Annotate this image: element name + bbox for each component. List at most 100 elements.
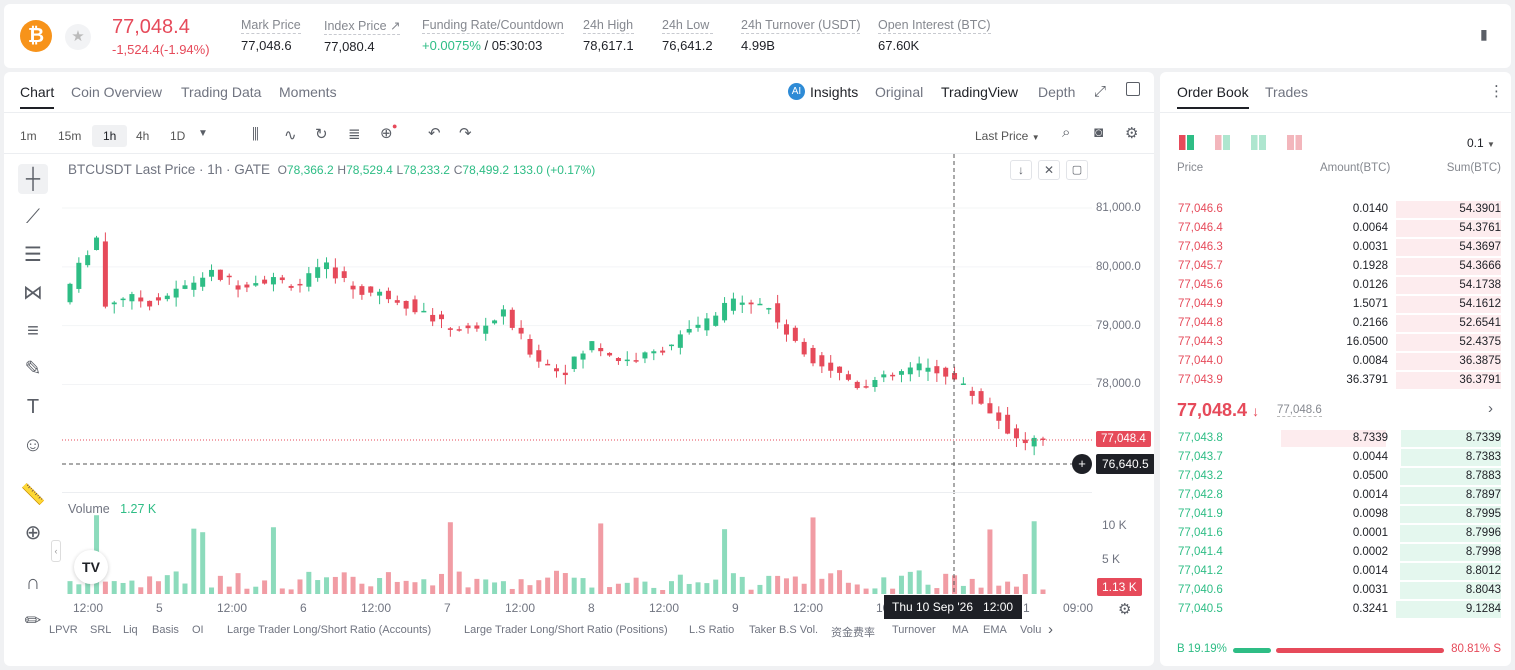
tab-order-book[interactable]: Order Book	[1177, 84, 1249, 109]
window-icon[interactable]	[1126, 82, 1140, 96]
amount-cell: 0.0084	[1352, 355, 1388, 367]
trendline-icon[interactable]: ⟋	[26, 206, 40, 228]
bid-row[interactable]: 77,040.6 0.0031 8.8043	[1160, 581, 1511, 600]
insights-button[interactable]: Insights	[810, 84, 859, 100]
tab-trades[interactable]: Trades	[1265, 84, 1309, 100]
indicator-11[interactable]: MA	[952, 624, 969, 636]
sum-cell: 54.3697	[1459, 241, 1501, 253]
pencil-lock-icon[interactable]: ✏	[24, 610, 42, 632]
amount-cell: 0.3241	[1352, 603, 1388, 615]
indicator-chart-icon[interactable]: ∿	[284, 127, 297, 144]
ask-row[interactable]: 77,044.9 1.5071 54.1612	[1160, 295, 1511, 314]
bid-row[interactable]: 77,041.9 0.0098 8.7995	[1160, 505, 1511, 524]
indicator-1[interactable]: SRL	[90, 624, 112, 636]
ask-row[interactable]: 77,044.8 0.2166 52.6541	[1160, 314, 1511, 333]
gear-icon[interactable]: ⚙	[1125, 125, 1139, 142]
bid-row[interactable]: 77,043.8 8.7339 8.7339	[1160, 429, 1511, 448]
crosshair-icon[interactable]: ┼	[18, 164, 48, 194]
bid-row[interactable]: 77,043.2 0.0500 8.7883	[1160, 467, 1511, 486]
chevron-down-icon[interactable]: ▼	[198, 128, 208, 139]
interval-1m[interactable]: 1m	[20, 129, 37, 143]
ask-row[interactable]: 77,045.6 0.0126 54.1738	[1160, 276, 1511, 295]
undo-icon[interactable]: ↶	[428, 125, 441, 142]
bid-row[interactable]: 77,043.7 0.0044 8.7383	[1160, 448, 1511, 467]
fib-icon[interactable]: ≡	[27, 320, 39, 342]
indicator-4[interactable]: OI	[192, 624, 204, 636]
chevron-right-icon[interactable]: ›	[1488, 400, 1493, 417]
candlestick-chart[interactable]	[4, 72, 1154, 666]
ask-row[interactable]: 77,046.4 0.0064 54.3761	[1160, 219, 1511, 238]
pattern-icon[interactable]: ⋈	[23, 282, 43, 304]
indicator-0[interactable]: LPVR	[49, 624, 78, 636]
indicator-5[interactable]: Large Trader Long/Short Ratio (Accounts)	[227, 624, 432, 636]
indicator-6[interactable]: Large Trader Long/Short Ratio (Positions…	[464, 624, 668, 636]
more-icon[interactable]: ⋮	[1489, 83, 1504, 100]
indicator-12[interactable]: EMA	[983, 624, 1007, 636]
add-indicator-icon[interactable]: ⊕ ●	[380, 121, 398, 142]
interval-1d[interactable]: 1D	[170, 129, 186, 143]
depth-view-button[interactable]: Depth	[1038, 84, 1076, 100]
add-order-plus-icon[interactable]: +	[1072, 454, 1092, 474]
ask-row[interactable]: 77,046.3 0.0031 54.3697	[1160, 238, 1511, 257]
shrink-icon[interactable]: ✕	[1038, 160, 1060, 180]
tab-trading-data[interactable]: Trading Data	[181, 84, 262, 100]
indicator-3[interactable]: Basis	[152, 624, 179, 636]
indicator-8[interactable]: Taker B.S Vol.	[749, 624, 819, 636]
ask-row[interactable]: 77,044.3 16.0500 52.4375	[1160, 333, 1511, 352]
text-icon[interactable]: T	[26, 396, 40, 418]
ask-row[interactable]: 77,043.9 36.3791 36.3791	[1160, 371, 1511, 390]
ask-row[interactable]: 77,045.7 0.1928 54.3666	[1160, 257, 1511, 276]
volume-legend: Volume 1.27 K	[68, 502, 157, 516]
arrow-down-icon[interactable]: ↓	[1010, 160, 1032, 180]
bid-row[interactable]: 77,041.6 0.0001 8.7996	[1160, 524, 1511, 543]
ruler-icon[interactable]: 📏	[20, 484, 46, 506]
search-icon[interactable]: ⌕	[1062, 124, 1071, 141]
template-icon[interactable]: ≣	[348, 126, 361, 143]
fullscreen-icon[interactable]: ▢	[1066, 160, 1088, 180]
bid-row[interactable]: 77,040.5 0.3241 9.1284	[1160, 600, 1511, 619]
candle	[783, 324, 789, 335]
chevron-right-icon[interactable]: ›	[1048, 621, 1053, 638]
collapse-toolbar-button[interactable]: ‹	[51, 540, 61, 562]
magnet-icon[interactable]: ∩	[25, 572, 41, 594]
layout-both-icon[interactable]	[1179, 135, 1194, 150]
interval-1h[interactable]: 1h	[92, 125, 128, 147]
volume-bar	[943, 573, 949, 594]
precision-select[interactable]: 0.1 ▼	[1467, 136, 1495, 150]
favorite-star-icon[interactable]: ★	[65, 24, 91, 50]
indicator-7[interactable]: L.S Ratio	[689, 624, 735, 636]
candlestick-icon[interactable]: ⫼	[252, 126, 259, 143]
price-type-select[interactable]: Last Price ▼	[975, 129, 1040, 143]
stat-index-price[interactable]: Index Price ↗ 77,080.4	[324, 19, 401, 54]
bid-row[interactable]: 77,041.4 0.0002 8.7998	[1160, 543, 1511, 562]
camera-icon[interactable]: ◙	[1094, 124, 1104, 141]
tab-chart[interactable]: Chart	[20, 84, 55, 109]
layout-bids-icon[interactable]	[1251, 135, 1266, 150]
bid-row[interactable]: 77,041.2 0.0014 8.8012	[1160, 562, 1511, 581]
bid-row[interactable]: 77,042.8 0.0014 8.7897	[1160, 486, 1511, 505]
horizontal-lines-icon[interactable]: ☰	[24, 244, 42, 266]
book-icon[interactable]: ▮	[1480, 26, 1488, 42]
settings-icon[interactable]: ⚙	[1118, 601, 1132, 618]
expand-icon[interactable]: ⤢	[1094, 83, 1107, 100]
tab-coin-overview[interactable]: Coin Overview	[71, 84, 163, 100]
tab-moments[interactable]: Moments	[279, 84, 337, 100]
redo-icon[interactable]: ↷	[459, 125, 472, 142]
indicator-2[interactable]: Liq	[123, 624, 138, 636]
layout-alt-icon[interactable]	[1215, 135, 1230, 150]
indicator-13[interactable]: Volu	[1020, 624, 1042, 636]
replay-icon[interactable]: ↻	[315, 126, 328, 143]
ask-row[interactable]: 77,046.6 0.0140 54.3901	[1160, 200, 1511, 219]
interval-4h[interactable]: 4h	[136, 129, 150, 143]
candle	[76, 262, 82, 289]
indicator-10[interactable]: Turnover	[892, 624, 936, 636]
emoji-icon[interactable]: ☺	[22, 434, 44, 456]
interval-15m[interactable]: 15m	[58, 129, 82, 143]
layout-asks-icon[interactable]	[1287, 135, 1302, 150]
ask-row[interactable]: 77,044.0 0.0084 36.3875	[1160, 352, 1511, 371]
zoom-in-icon[interactable]: ⊕	[24, 522, 42, 544]
indicator-9[interactable]: 资金费率	[831, 627, 875, 639]
tradingview-button[interactable]: TradingView	[941, 84, 1019, 100]
original-view-button[interactable]: Original	[875, 84, 924, 100]
brush-icon[interactable]: ✎	[24, 358, 42, 380]
